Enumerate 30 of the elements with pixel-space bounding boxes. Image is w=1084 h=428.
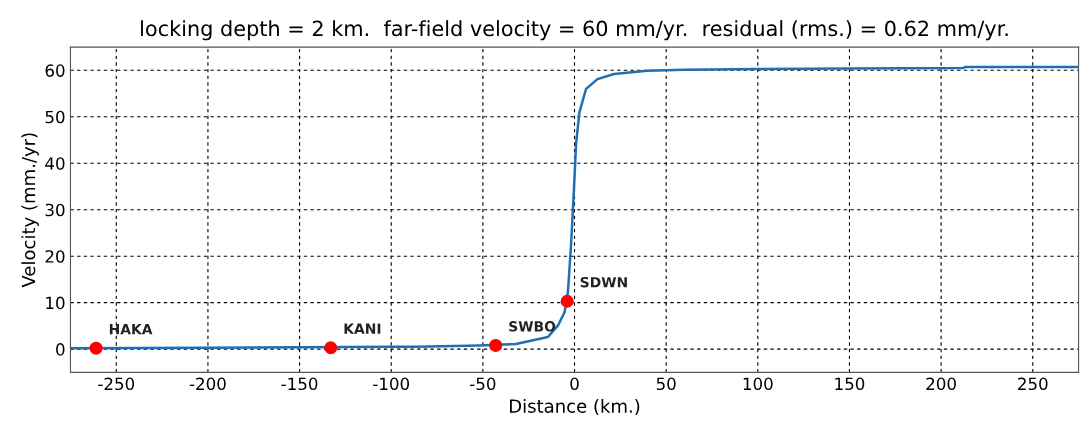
y-tick-label: 60 <box>45 64 65 77</box>
point <box>89 341 103 355</box>
x-tick-label: -100 <box>373 377 410 391</box>
annotation: SDWN <box>580 276 627 288</box>
x-axis-title: Distance (km.) <box>510 398 640 416</box>
point <box>560 294 574 308</box>
y-tick-label: 40 <box>45 157 65 170</box>
annotation: SWBO <box>509 321 556 332</box>
annotation: HAKA <box>109 324 153 335</box>
x-tick-label: -250 <box>98 377 135 391</box>
x-tick-label: 200 <box>926 377 956 391</box>
x-tick-label: 0 <box>570 377 579 391</box>
x-tick-label: -200 <box>189 377 226 391</box>
x-tick-label: 250 <box>1018 377 1048 391</box>
y-tick-label: 50 <box>45 110 65 124</box>
x-tick-label: 150 <box>835 377 865 391</box>
y-tick-label: 10 <box>46 296 65 310</box>
x-tick-label: 50 <box>656 377 676 391</box>
x-tick-label: -150 <box>281 377 318 391</box>
y-axis-title: Velocity (mm./yr) <box>21 133 39 288</box>
y-tick-label: 30 <box>45 203 65 217</box>
point <box>324 341 338 355</box>
x-tick-label: -50 <box>470 377 496 391</box>
line-series <box>70 65 1079 350</box>
y-tick-label: 0 <box>56 343 65 356</box>
x-tick-label: 100 <box>743 377 773 391</box>
chart-title: locking depth = 2 km. far-field velocity = 60 mm/yr. residual (rms.) = 0.62 mm/yr. <box>141 20 1008 41</box>
annotation: KANI <box>344 323 381 334</box>
point <box>489 338 503 352</box>
y-tick-label: 20 <box>45 250 65 263</box>
